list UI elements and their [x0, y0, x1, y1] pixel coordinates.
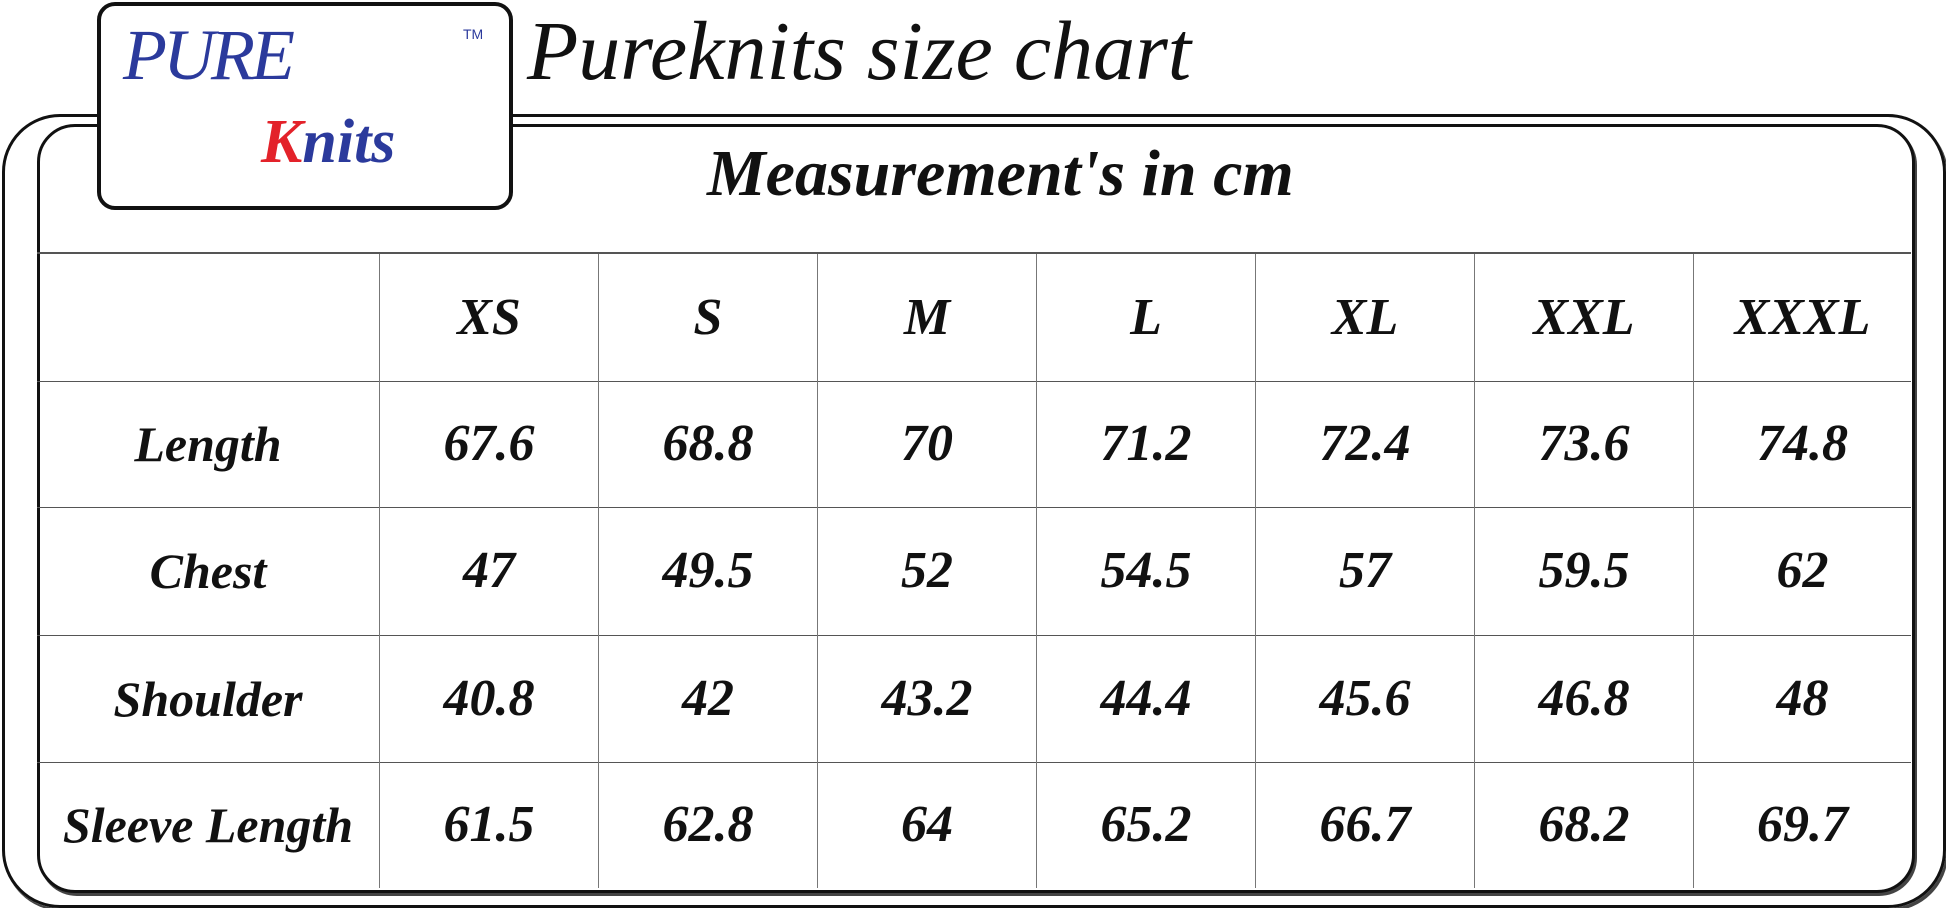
value-cell: 69.7 — [1693, 762, 1911, 888]
table-row: Sleeve Length 61.5 62.8 64 65.2 66.7 68.2 69.7 — [37, 762, 1911, 888]
outer-frame — [2, 114, 1946, 908]
value-cell: 62.8 — [598, 762, 817, 888]
value-cell: 43.2 — [817, 635, 1036, 762]
logo-k: K — [261, 108, 303, 176]
trademark: TM — [463, 26, 484, 42]
table-row: Shoulder 40.8 42 43.2 44.4 45.6 46.8 48 — [37, 635, 1911, 763]
size-header: S — [598, 254, 817, 381]
value-cell: 57 — [1255, 507, 1474, 635]
size-header: XS — [379, 254, 598, 381]
size-header: M — [817, 254, 1036, 381]
value-cell: 68.2 — [1474, 762, 1693, 888]
value-cell: 64 — [817, 762, 1036, 888]
subtitle: Measurement's in cm — [707, 137, 1294, 210]
logo-pure-text: PURE — [123, 15, 295, 95]
value-cell: 65.2 — [1036, 762, 1255, 888]
value-cell: 47 — [379, 507, 598, 635]
value-cell: 66.7 — [1255, 762, 1474, 888]
value-cell: 44.4 — [1036, 635, 1255, 762]
size-table: XS S M L XL XXL XXXL Length 67.6 68.8 70 71.2 72.4 73… — [37, 252, 1911, 888]
logo-knits-text: Knits — [261, 106, 395, 178]
value-cell: 54.5 — [1036, 507, 1255, 635]
row-label: Shoulder — [113, 670, 303, 727]
row-label: Sleeve Length — [62, 797, 354, 853]
value-cell: 59.5 — [1474, 507, 1693, 635]
value-cell: 52 — [817, 507, 1036, 635]
logo-nits: nits — [302, 108, 396, 176]
value-cell: 70 — [817, 381, 1036, 507]
header-row: XS S M L XL XXL XXXL — [37, 254, 1911, 382]
row-label: Length — [134, 416, 282, 472]
row-label: Chest — [149, 543, 267, 599]
value-cell: 49.5 — [598, 507, 817, 635]
size-header: XL — [1255, 254, 1474, 381]
table-row: Length 67.6 68.8 70 71.2 72.4 73.6 74.8 — [37, 381, 1911, 508]
value-cell: 74.8 — [1693, 381, 1911, 507]
value-cell: 67.6 — [379, 381, 598, 507]
value-cell: 61.5 — [379, 762, 598, 888]
value-cell: 62 — [1693, 507, 1911, 635]
size-header: L — [1036, 254, 1255, 381]
table-row: Chest 47 49.5 52 54.5 57 59.5 62 — [37, 507, 1911, 636]
page-title: Pureknits size chart — [527, 5, 1192, 98]
corner-cell — [37, 254, 379, 381]
value-cell: 71.2 — [1036, 381, 1255, 507]
size-header: XXXL — [1693, 254, 1911, 381]
value-cell: 68.8 — [598, 381, 817, 507]
value-cell: 45.6 — [1255, 635, 1474, 762]
pureknits-logo: PURE Knits TM — [97, 2, 513, 210]
value-cell: 42 — [598, 635, 817, 762]
value-cell: 73.6 — [1474, 381, 1693, 507]
value-cell: 46.8 — [1474, 635, 1693, 762]
value-cell: 72.4 — [1255, 381, 1474, 507]
value-cell: 40.8 — [379, 635, 598, 762]
size-header: XXL — [1474, 254, 1693, 381]
value-cell: 48 — [1693, 635, 1911, 762]
